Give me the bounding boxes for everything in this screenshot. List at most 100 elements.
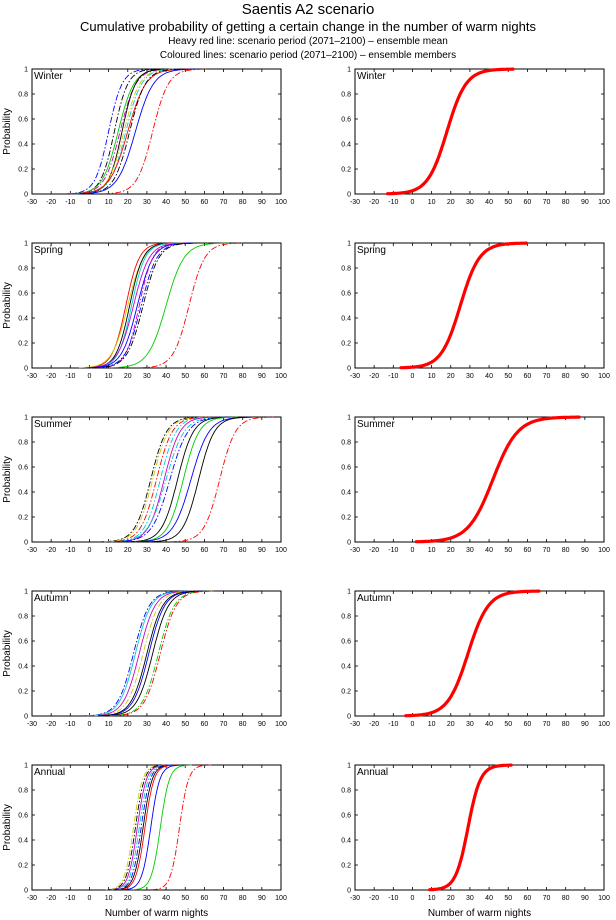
member-curve: [128, 416, 233, 543]
y-tick-label: 0.8: [18, 440, 28, 447]
member-curve: [107, 416, 212, 543]
x-tick-label: 100: [598, 721, 610, 728]
x-tick-label: 90: [581, 895, 589, 902]
x-tick-label: 30: [466, 547, 474, 554]
y-tick-label: 0.8: [341, 266, 351, 273]
x-tick-label: 50: [504, 199, 512, 206]
x-tick-label: 50: [504, 721, 512, 728]
y-tick-label: 0.8: [341, 440, 351, 447]
x-tick-label: -30: [27, 199, 37, 206]
legend-note-mean: Heavy red line: scenario period (2071–21…: [168, 36, 448, 47]
x-tick-label: 50: [181, 373, 189, 380]
x-tick-label: 70: [220, 895, 228, 902]
x-tick-label: 10: [105, 547, 113, 554]
x-tick-label: -10: [388, 547, 398, 554]
x-tick-label: 100: [598, 547, 610, 554]
x-tick-label: 100: [598, 895, 610, 902]
x-tick-label: 100: [275, 199, 287, 206]
season-label: Summer: [357, 419, 395, 430]
x-tick-label: 20: [447, 895, 455, 902]
x-tick-label: 40: [485, 199, 493, 206]
y-tick-label: 0.6: [341, 813, 351, 820]
member-curve: [111, 416, 215, 543]
x-tick-label: -30: [350, 547, 360, 554]
y-tick-label: 0.4: [18, 316, 28, 323]
x-tick-label: -10: [65, 895, 75, 902]
member-curve: [107, 764, 167, 891]
x-tick-label: 70: [220, 721, 228, 728]
y-tick-label: 1: [24, 589, 28, 596]
member-curve: [149, 416, 254, 543]
y-axis-label: Probability: [2, 804, 13, 851]
x-tick-label: -30: [27, 895, 37, 902]
member-curve: [170, 416, 275, 543]
x-tick-label: 70: [543, 721, 551, 728]
x-tick-label: 50: [181, 199, 189, 206]
x-tick-label: 40: [162, 547, 170, 554]
member-curve: [98, 242, 187, 369]
y-tick-label: 0: [24, 366, 28, 373]
member-curve: [77, 68, 181, 195]
member-curve: [111, 764, 171, 891]
x-tick-label: 100: [275, 895, 287, 902]
legend-note-members: Coloured lines: scenario period (2071–21…: [159, 50, 457, 61]
y-tick-label: 1: [347, 67, 351, 74]
x-tick-label: 0: [88, 199, 92, 206]
y-tick-label: 0.2: [341, 167, 351, 174]
member-curve: [113, 764, 173, 891]
x-tick-label: 90: [258, 199, 266, 206]
member-curve: [88, 242, 192, 369]
x-tick-label: 20: [124, 373, 132, 380]
y-tick-label: 0.6: [18, 813, 28, 820]
x-tick-label: 60: [200, 199, 208, 206]
member-curve: [151, 764, 212, 891]
x-tick-label: 10: [428, 547, 436, 554]
panel-summer-mean: -30 -20 -10 0 10 20 30 40 50 60 70 80 90 100 0 0.2 0.4 0.…: [341, 415, 610, 555]
x-tick-label: 30: [466, 721, 474, 728]
x-tick-label: 60: [200, 547, 208, 554]
y-tick-label: 0.6: [341, 117, 351, 124]
x-tick-label: -20: [369, 373, 379, 380]
x-tick-label: 40: [485, 547, 493, 554]
panel-annual-mean: -30 -20 -10 0 10 20 30 40 50 60 70 80 90 100 0 0.2 0.4 0.…: [341, 763, 610, 920]
x-tick-label: 20: [124, 547, 132, 554]
x-tick-label: 50: [181, 721, 189, 728]
x-tick-label: 60: [200, 895, 208, 902]
x-tick-label: 0: [88, 895, 92, 902]
x-tick-label: 0: [411, 373, 415, 380]
x-tick-label: 20: [447, 547, 455, 554]
x-tick-label: 90: [258, 547, 266, 554]
x-tick-label: 100: [275, 721, 287, 728]
x-tick-label: -20: [46, 721, 56, 728]
x-tick-label: -20: [369, 199, 379, 206]
y-tick-label: 0: [347, 540, 351, 547]
season-label: Annual: [34, 767, 65, 778]
panel-autumn-members: -30 -20 -10 0 10 20 30 40 50 60 70 80 90 100 0 0.2 0.4 0.…: [2, 589, 287, 729]
x-tick-label: 50: [504, 547, 512, 554]
member-curve: [94, 242, 198, 369]
x-tick-label: -10: [388, 373, 398, 380]
y-tick-label: 1: [347, 241, 351, 248]
x-tick-label: 0: [411, 547, 415, 554]
x-tick-label: 70: [543, 199, 551, 206]
y-tick-label: 1: [347, 415, 351, 422]
y-tick-label: 0.6: [18, 639, 28, 646]
x-tick-label: 10: [105, 373, 113, 380]
x-tick-label: 30: [143, 373, 151, 380]
ensemble-mean-curve: [404, 589, 541, 718]
y-tick-label: 1: [24, 67, 28, 74]
x-tick-label: 60: [523, 199, 531, 206]
y-tick-label: 0.2: [18, 167, 28, 174]
plot-frame: [31, 590, 282, 717]
x-tick-label: 70: [543, 547, 551, 554]
figure-title: Saentis A2 scenario: [241, 1, 375, 18]
x-tick-label: -30: [27, 547, 37, 554]
x-tick-label: 40: [162, 373, 170, 380]
y-tick-label: 0.6: [18, 291, 28, 298]
x-tick-label: 60: [200, 721, 208, 728]
y-tick-label: 0.2: [18, 341, 28, 348]
y-tick-label: 0.8: [18, 266, 28, 273]
ensemble-mean-curve: [428, 763, 513, 892]
member-curve: [86, 590, 190, 717]
x-tick-label: 80: [239, 373, 247, 380]
